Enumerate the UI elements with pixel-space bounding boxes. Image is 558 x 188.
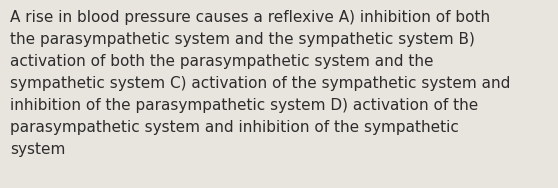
Text: activation of both the parasympathetic system and the: activation of both the parasympathetic s… bbox=[10, 54, 434, 69]
Text: parasympathetic system and inhibition of the sympathetic: parasympathetic system and inhibition of… bbox=[10, 120, 459, 135]
Text: system: system bbox=[10, 142, 65, 157]
Text: inhibition of the parasympathetic system D) activation of the: inhibition of the parasympathetic system… bbox=[10, 98, 478, 113]
Text: the parasympathetic system and the sympathetic system B): the parasympathetic system and the sympa… bbox=[10, 32, 475, 47]
Text: sympathetic system C) activation of the sympathetic system and: sympathetic system C) activation of the … bbox=[10, 76, 511, 91]
Text: A rise in blood pressure causes a reflexive A) inhibition of both: A rise in blood pressure causes a reflex… bbox=[10, 10, 490, 25]
